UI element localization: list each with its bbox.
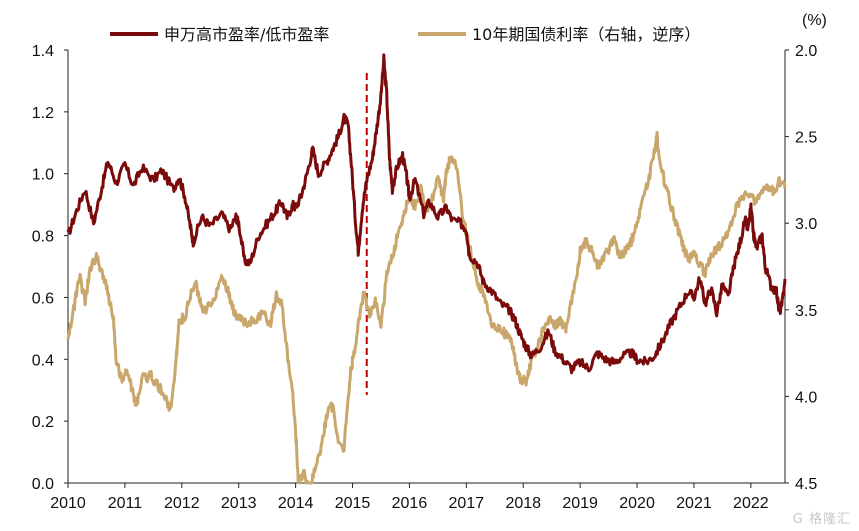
x-axis-tick-label: 2017 — [449, 495, 485, 512]
right-axis-unit: (%) — [802, 12, 827, 29]
x-axis-tick-label: 2012 — [164, 495, 200, 512]
left-axis-tick-label: 0.6 — [32, 290, 54, 307]
x-axis-tick-label: 2015 — [335, 495, 371, 512]
x-axis-tick-label: 2022 — [733, 495, 769, 512]
right-axis-tick-label: 2.0 — [795, 43, 817, 60]
legend-label-series-1: 申万高市盈率/低市盈率 — [164, 25, 329, 44]
left-axis-tick-label: 1.0 — [32, 167, 54, 184]
right-axis-tick-label: 3.5 — [795, 303, 817, 320]
watermark-logo: G 格隆汇 — [792, 512, 851, 527]
left-axis-tick-label: 1.2 — [32, 105, 54, 122]
series-line-pe-ratio — [66, 53, 787, 375]
left-axis-tick-label: 0.0 — [32, 476, 54, 493]
left-axis-tick-label: 0.4 — [32, 352, 54, 369]
right-axis-tick-label: 4.5 — [795, 476, 817, 493]
legend: 申万高市盈率/低市盈率 10年期国债利率（右轴，逆序） — [110, 25, 700, 44]
right-axis-tick-label: 3.0 — [795, 216, 817, 233]
legend-label-series-2: 10年期国债利率（右轴，逆序） — [472, 25, 700, 44]
x-axis-tick-label: 2016 — [392, 495, 428, 512]
left-axis-tick-label: 1.4 — [32, 43, 54, 60]
x-axis-tick-label: 2010 — [50, 495, 86, 512]
x-axis-tick-label: 2013 — [221, 495, 257, 512]
x-axis-tick-label: 2014 — [278, 495, 314, 512]
x-axis-tick-label: 2020 — [619, 495, 655, 512]
axes: 1.4 1.2 1.0 0.8 0.6 0.4 0.2 0.0 2.0 2.5 3.0 3.5 4.0 4… — [32, 43, 818, 512]
x-axis-tick-label: 2018 — [505, 495, 541, 512]
x-axis-tick-label: 2011 — [108, 495, 143, 512]
right-axis-tick-label: 2.5 — [795, 130, 817, 147]
plot-area — [66, 53, 787, 485]
right-axis-tick-label: 4.0 — [795, 389, 817, 406]
left-axis-tick-label: 0.8 — [32, 229, 54, 246]
series-line-bond-yield — [66, 130, 787, 485]
left-axis-tick-label: 0.2 — [32, 414, 54, 431]
x-axis-tick-label: 2019 — [562, 495, 598, 512]
x-axis-tick-label: 2021 — [676, 495, 712, 512]
